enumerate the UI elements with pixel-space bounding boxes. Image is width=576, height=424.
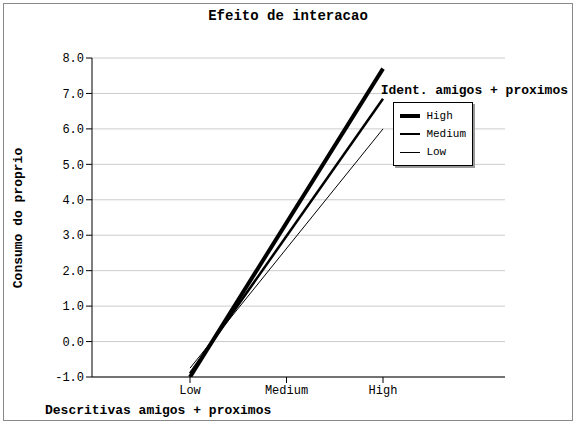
svg-text:6.0: 6.0: [62, 123, 84, 137]
svg-text:5.0: 5.0: [62, 159, 84, 173]
svg-text:7.0: 7.0: [62, 88, 84, 102]
svg-text:8.0: 8.0: [62, 52, 84, 66]
svg-text:0.0: 0.0: [62, 336, 84, 350]
svg-text:1.0: 1.0: [62, 300, 84, 314]
svg-text:4.0: 4.0: [62, 194, 84, 208]
svg-text:3.0: 3.0: [62, 229, 84, 243]
svg-text:2.0: 2.0: [62, 265, 84, 279]
svg-text:Medium: Medium: [265, 384, 308, 398]
svg-text:Low: Low: [179, 384, 201, 398]
html-text:Efeito de interacao: Efeito de interacao: [208, 8, 368, 24]
svg-text:-1.0: -1.0: [55, 371, 84, 385]
html-text:Ident. amigos + proximos: Ident. amigos + proximos: [380, 83, 568, 98]
html-text:High: High: [426, 110, 453, 122]
html-text:Consumo do proprio: Consumo do proprio: [10, 147, 26, 289]
html-text:Medium: Medium: [426, 128, 466, 140]
html-text:Descritivas amigos + proximos: Descritivas amigos + proximos: [45, 403, 272, 418]
svg-text:High: High: [369, 384, 398, 398]
html-text:Low: Low: [426, 146, 447, 158]
